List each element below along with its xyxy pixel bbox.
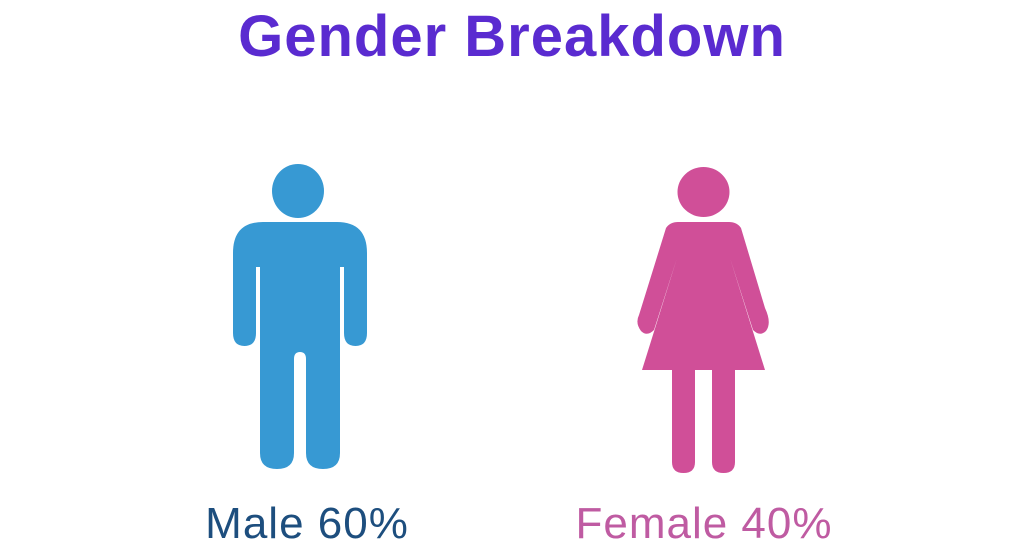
female-percentage-label: Female 40%	[575, 499, 833, 548]
chart-title: Gender Breakdown	[238, 4, 786, 69]
male-pictogram-icon	[233, 164, 367, 469]
male-percentage-label: Male 60%	[205, 499, 409, 548]
female-figure-shape	[637, 167, 769, 473]
male-figure-shape	[233, 164, 367, 469]
female-pictogram-icon	[637, 167, 769, 473]
